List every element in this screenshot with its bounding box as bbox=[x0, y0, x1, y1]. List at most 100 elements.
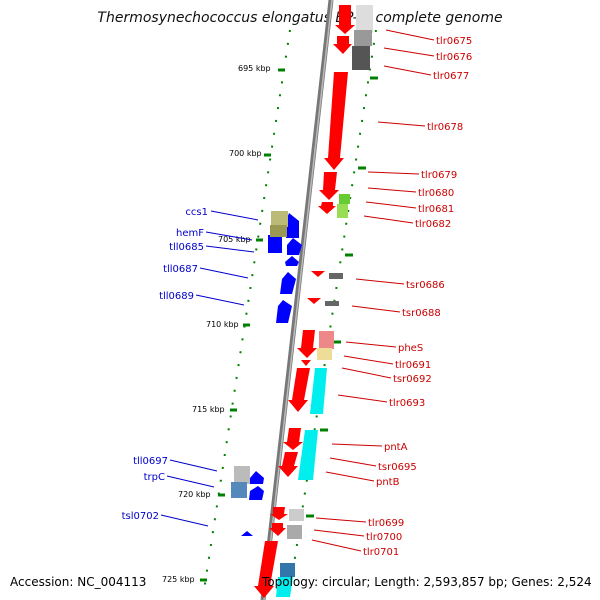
gene-hemF[interactable] bbox=[268, 235, 282, 253]
feature-box bbox=[234, 466, 250, 484]
gene-tsr0692[interactable] bbox=[301, 360, 311, 366]
gene-tlr0676[interactable] bbox=[333, 36, 352, 54]
callout-line bbox=[313, 529, 365, 537]
track-ticks bbox=[306, 76, 378, 518]
gene-label: tlr0676 bbox=[436, 52, 472, 63]
feature-box bbox=[329, 273, 343, 279]
topology-text: Topology: circular; Length: 2,593,857 bp… bbox=[262, 575, 592, 589]
callout-line bbox=[329, 457, 377, 467]
callout-line bbox=[315, 517, 367, 523]
gene-tlr0675[interactable] bbox=[335, 5, 355, 34]
feature-box bbox=[289, 509, 304, 521]
gene-label: tlr0693 bbox=[389, 398, 425, 409]
gene-tlr0682[interactable] bbox=[318, 202, 336, 214]
ruler-dotted-line bbox=[203, 29, 291, 591]
gene-label: tlr0679 bbox=[421, 170, 457, 181]
feature-box bbox=[271, 211, 288, 227]
callout-line bbox=[345, 341, 397, 348]
gene-label: tll0687 bbox=[163, 264, 198, 275]
gene-trpC[interactable] bbox=[249, 486, 264, 500]
gene-label: tlr0678 bbox=[427, 122, 463, 133]
map-title: Thermosynechococcus elongatus BP-1, comp… bbox=[97, 10, 503, 26]
gene-labels-left: ccs1 hemF tll0685 tll0687 tll0689 tll069… bbox=[122, 207, 208, 522]
feature-box bbox=[337, 204, 348, 218]
feature-box bbox=[339, 194, 350, 204]
callout-line bbox=[363, 215, 414, 224]
feature-box bbox=[354, 30, 372, 46]
callout-line bbox=[377, 121, 426, 127]
gene-label: trpC bbox=[144, 472, 165, 483]
gene-tlr0701[interactable] bbox=[254, 541, 278, 598]
gene-tlr0680[interactable] bbox=[319, 172, 339, 200]
gene-label: tlr0699 bbox=[368, 518, 404, 529]
gene-label: pntA bbox=[384, 442, 408, 453]
gene-tll0687-upper[interactable] bbox=[285, 256, 299, 266]
callout-lines-right bbox=[311, 29, 435, 552]
feature-box bbox=[319, 331, 334, 349]
gene-label: tll0697 bbox=[133, 456, 168, 467]
feature-box bbox=[325, 301, 339, 306]
callout-line bbox=[331, 443, 383, 447]
ruler-label: 715 kbp bbox=[192, 405, 225, 414]
gene-label: ccs1 bbox=[185, 207, 208, 218]
gene-pntA[interactable] bbox=[283, 428, 303, 450]
gene-tlr0678[interactable] bbox=[324, 72, 348, 170]
gene-label: tlr0677 bbox=[433, 71, 469, 82]
feature-box bbox=[352, 46, 370, 70]
callout-line bbox=[166, 475, 215, 488]
gene-label: tsl0702 bbox=[122, 511, 159, 522]
gene-label: tsr0692 bbox=[393, 374, 432, 385]
ruler-label: 700 kbp bbox=[229, 149, 262, 158]
gene-label: pntB bbox=[376, 477, 400, 488]
feature-box bbox=[317, 348, 332, 360]
gene-tsr0688[interactable] bbox=[307, 298, 321, 304]
gene-tsl0702[interactable] bbox=[241, 531, 253, 536]
callout-line bbox=[205, 231, 253, 241]
feature-box bbox=[356, 5, 373, 33]
gene-tlr0700[interactable] bbox=[269, 523, 286, 536]
gene-label: tlr0675 bbox=[436, 36, 472, 47]
callout-line bbox=[383, 65, 432, 76]
gene-tlr0693[interactable] bbox=[288, 368, 310, 412]
genome-backbone bbox=[260, 0, 334, 600]
gene-label: tlr0701 bbox=[363, 547, 399, 558]
gene-tsr0686[interactable] bbox=[311, 271, 325, 277]
ruler-ticks bbox=[200, 68, 285, 582]
callout-line bbox=[383, 47, 435, 57]
callout-lines-left bbox=[160, 210, 259, 527]
gene-tll0687[interactable] bbox=[280, 272, 296, 294]
ruler-label: 710 kbp bbox=[206, 320, 239, 329]
gene-label: tsr0686 bbox=[406, 280, 445, 291]
gene-tlr0691[interactable] bbox=[297, 330, 317, 358]
callout-line bbox=[195, 294, 245, 306]
callout-line bbox=[199, 267, 249, 279]
callout-line bbox=[351, 305, 401, 313]
ruler-label: 720 kbp bbox=[178, 490, 211, 499]
accession-text: Accession: NC_004113 bbox=[10, 575, 147, 589]
gene-tll0697[interactable] bbox=[250, 471, 264, 484]
gene-tll0685-upper[interactable] bbox=[286, 213, 299, 238]
gene-label: tlr0682 bbox=[415, 219, 451, 230]
gene-label: hemF bbox=[176, 228, 204, 239]
gene-label: tsr0695 bbox=[378, 462, 417, 473]
gene-label: pheS bbox=[398, 343, 423, 354]
gene-tll0685[interactable] bbox=[287, 238, 302, 255]
callout-line bbox=[367, 187, 417, 193]
gene-tlr0699[interactable] bbox=[270, 507, 288, 520]
gene-label: tlr0700 bbox=[366, 532, 402, 543]
ruler-label: 725 kbp bbox=[162, 575, 195, 584]
gene-label: tlr0681 bbox=[418, 204, 454, 215]
callout-line bbox=[365, 201, 417, 209]
callout-line bbox=[210, 210, 259, 221]
feature-box bbox=[276, 577, 293, 597]
gene-label: tll0689 bbox=[159, 291, 194, 302]
gene-pntB[interactable] bbox=[278, 452, 298, 477]
gene-label: tlr0691 bbox=[395, 360, 431, 371]
callout-line bbox=[325, 471, 375, 482]
callout-line bbox=[205, 245, 255, 253]
ruler-label: 705 kbp bbox=[218, 235, 251, 244]
callout-line bbox=[355, 278, 405, 285]
gene-tll0689[interactable] bbox=[276, 300, 292, 323]
feature-box bbox=[287, 525, 302, 539]
